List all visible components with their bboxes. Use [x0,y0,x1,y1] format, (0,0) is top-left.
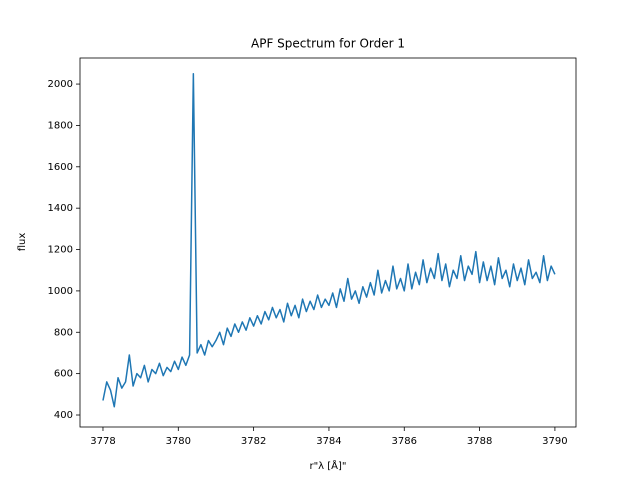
x-tick-label: 3780 [166,436,191,447]
y-tick-label: 800 [54,327,73,338]
y-tick-label: 400 [54,410,73,421]
y-tick-label: 1800 [48,120,73,131]
x-tick-label: 3786 [392,436,417,447]
y-axis-label: flux [17,233,28,252]
x-tick-label: 3790 [542,436,567,447]
x-tick-label: 3778 [90,436,115,447]
chart-title: APF Spectrum for Order 1 [251,37,405,51]
y-tick-label: 2000 [48,79,73,90]
y-tick-label: 1000 [48,286,73,297]
y-tick-label: 1400 [48,203,73,214]
spectrum-line [102,72,556,408]
y-tick-label: 1600 [48,162,73,173]
x-tick-label: 3788 [467,436,492,447]
plot-frame [79,57,577,428]
y-tick-label: 600 [54,369,73,380]
x-axis-label: r"λ [Å]" [309,459,346,472]
y-tick-label: 1200 [48,245,73,256]
x-tick-label: 3782 [241,436,266,447]
x-tick-label: 3784 [316,436,341,447]
